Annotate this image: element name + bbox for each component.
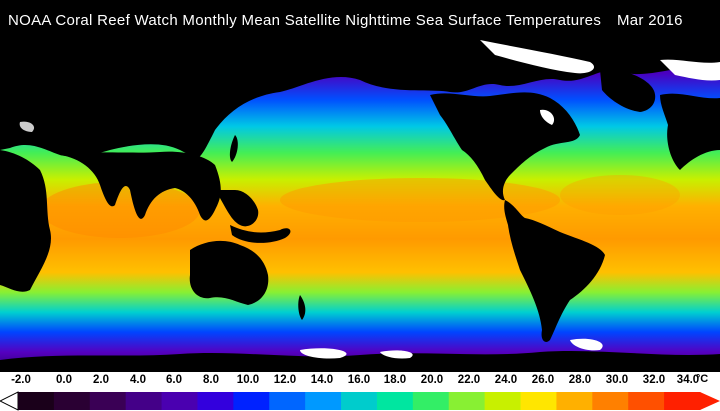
australia xyxy=(189,240,269,305)
color-legend: -2.0 0.0 2.0 4.0 6.0 8.0 10.0 12.0 14.0 … xyxy=(0,372,720,411)
legend-swatch xyxy=(376,392,414,410)
tick-label: 14.0 xyxy=(310,374,334,386)
map-title: NOAA Coral Reef Watch Monthly Mean Satel… xyxy=(8,12,602,29)
tick-label: 2.0 xyxy=(93,374,109,386)
tick-label: 0.0 xyxy=(56,374,72,386)
antarctica xyxy=(0,351,720,372)
arctic-ice-1 xyxy=(480,40,595,74)
south-america xyxy=(504,200,605,342)
tick-label: 34.0 xyxy=(676,374,700,386)
legend-colorbar xyxy=(0,391,720,411)
legend-swatch xyxy=(269,392,306,410)
tick-label: 6.0 xyxy=(166,374,182,386)
caspian xyxy=(19,121,35,132)
legend-swatch xyxy=(161,392,198,410)
tick-label: 8.0 xyxy=(203,374,219,386)
legend-swatch xyxy=(664,392,701,410)
tick-label: 10.0 xyxy=(236,374,260,386)
japan xyxy=(229,135,238,162)
tick-label: 32.0 xyxy=(642,374,666,386)
map-date: Mar 2016 xyxy=(617,12,683,29)
tick-label: 28.0 xyxy=(568,374,592,386)
tick-label: 22.0 xyxy=(457,374,481,386)
greenland xyxy=(600,69,656,112)
se-asia xyxy=(215,190,259,227)
hudson-ice xyxy=(540,109,555,125)
sst-map xyxy=(0,40,720,372)
legend-swatch xyxy=(341,392,378,410)
indonesia xyxy=(230,225,291,243)
arctic-ice-2 xyxy=(660,59,720,81)
tick-label: 30.0 xyxy=(605,374,629,386)
africa-landmass xyxy=(0,150,51,292)
asia-south xyxy=(60,151,221,221)
tick-label: -2.0 xyxy=(11,374,31,386)
pacific-warm-pool xyxy=(280,178,560,222)
antarctic-ice-2 xyxy=(570,338,603,351)
antarctic-ice-1 xyxy=(300,348,347,359)
legend-swatch xyxy=(484,392,522,410)
sst-map-svg xyxy=(0,40,720,372)
legend-swatch xyxy=(520,392,557,410)
legend-swatch xyxy=(556,392,593,410)
legend-swatch xyxy=(18,392,55,410)
legend-swatch xyxy=(125,392,163,410)
europe-west xyxy=(660,93,720,170)
title-bar: NOAA Coral Reef Watch Monthly Mean Satel… xyxy=(0,0,720,40)
legend-swatch xyxy=(89,392,127,410)
legend-ticks: -2.0 0.0 2.0 4.0 6.0 8.0 10.0 12.0 14.0 … xyxy=(0,373,720,390)
legend-max-arrow xyxy=(700,392,720,410)
legend-swatch xyxy=(53,392,91,410)
legend-swatch xyxy=(448,392,486,410)
legend-swatch xyxy=(305,392,342,410)
new-zealand xyxy=(298,295,306,320)
tick-label: 20.0 xyxy=(420,374,444,386)
unit-label: °C xyxy=(695,373,709,385)
atlantic-warm xyxy=(560,175,680,215)
legend-min-arrow xyxy=(0,391,19,411)
legend-swatch xyxy=(628,392,665,410)
legend-swatch xyxy=(592,392,629,410)
tick-label: 4.0 xyxy=(130,374,146,386)
eurasia-north xyxy=(0,40,720,159)
tick-label: 12.0 xyxy=(273,374,297,386)
legend-swatch xyxy=(412,392,450,410)
north-america xyxy=(430,92,580,201)
tick-label: 18.0 xyxy=(383,374,407,386)
tick-label: 16.0 xyxy=(347,374,371,386)
indian-warm-pool xyxy=(40,182,200,238)
tick-label: 24.0 xyxy=(494,374,518,386)
legend-swatch xyxy=(233,392,270,410)
tick-label: 26.0 xyxy=(531,374,555,386)
legend-swatch xyxy=(197,392,234,410)
antarctic-ice-3 xyxy=(380,350,413,359)
